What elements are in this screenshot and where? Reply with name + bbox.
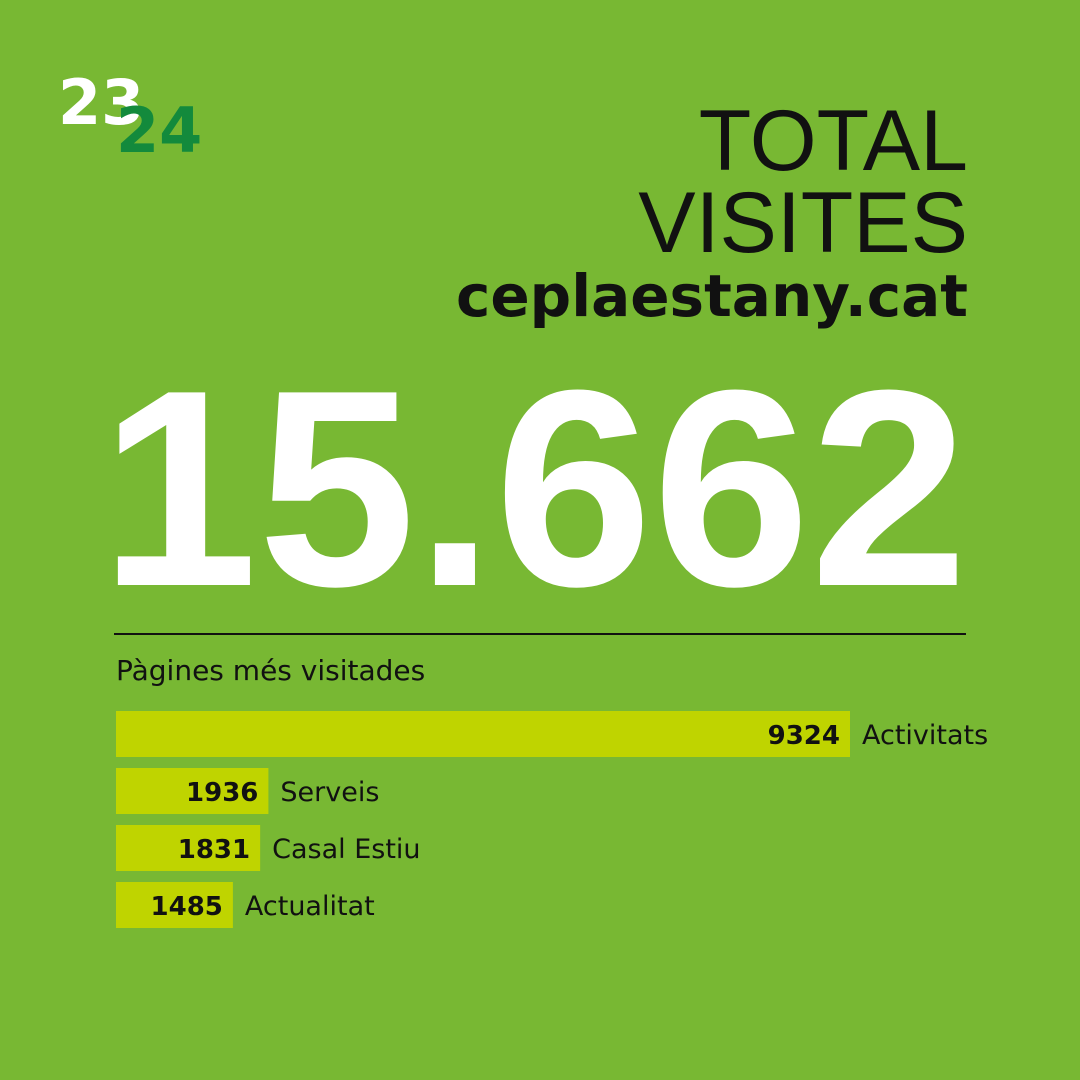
value-label: 1485 — [151, 892, 223, 922]
logo-bottom: 24 — [116, 94, 202, 167]
title-line2: VISITES — [638, 175, 968, 271]
logo-top: 23 — [58, 66, 144, 139]
bar — [116, 825, 261, 871]
value-label: 1831 — [178, 835, 250, 865]
site: ceplaestany.cat — [456, 262, 968, 330]
category-label: Activitats — [862, 720, 988, 751]
category-label: Serveis — [280, 777, 379, 808]
category-label: Actualitat — [245, 891, 375, 922]
value-label: 9324 — [768, 721, 840, 751]
bar — [116, 882, 233, 928]
value-label: 1936 — [186, 778, 258, 808]
chart-title: Pàgines més visitades — [116, 654, 425, 687]
total-value: 15.662 — [100, 333, 968, 645]
category-label: Casal Estiu — [272, 834, 420, 865]
bar — [116, 711, 850, 757]
bar — [116, 768, 269, 814]
title-line1: TOTAL — [699, 93, 968, 189]
